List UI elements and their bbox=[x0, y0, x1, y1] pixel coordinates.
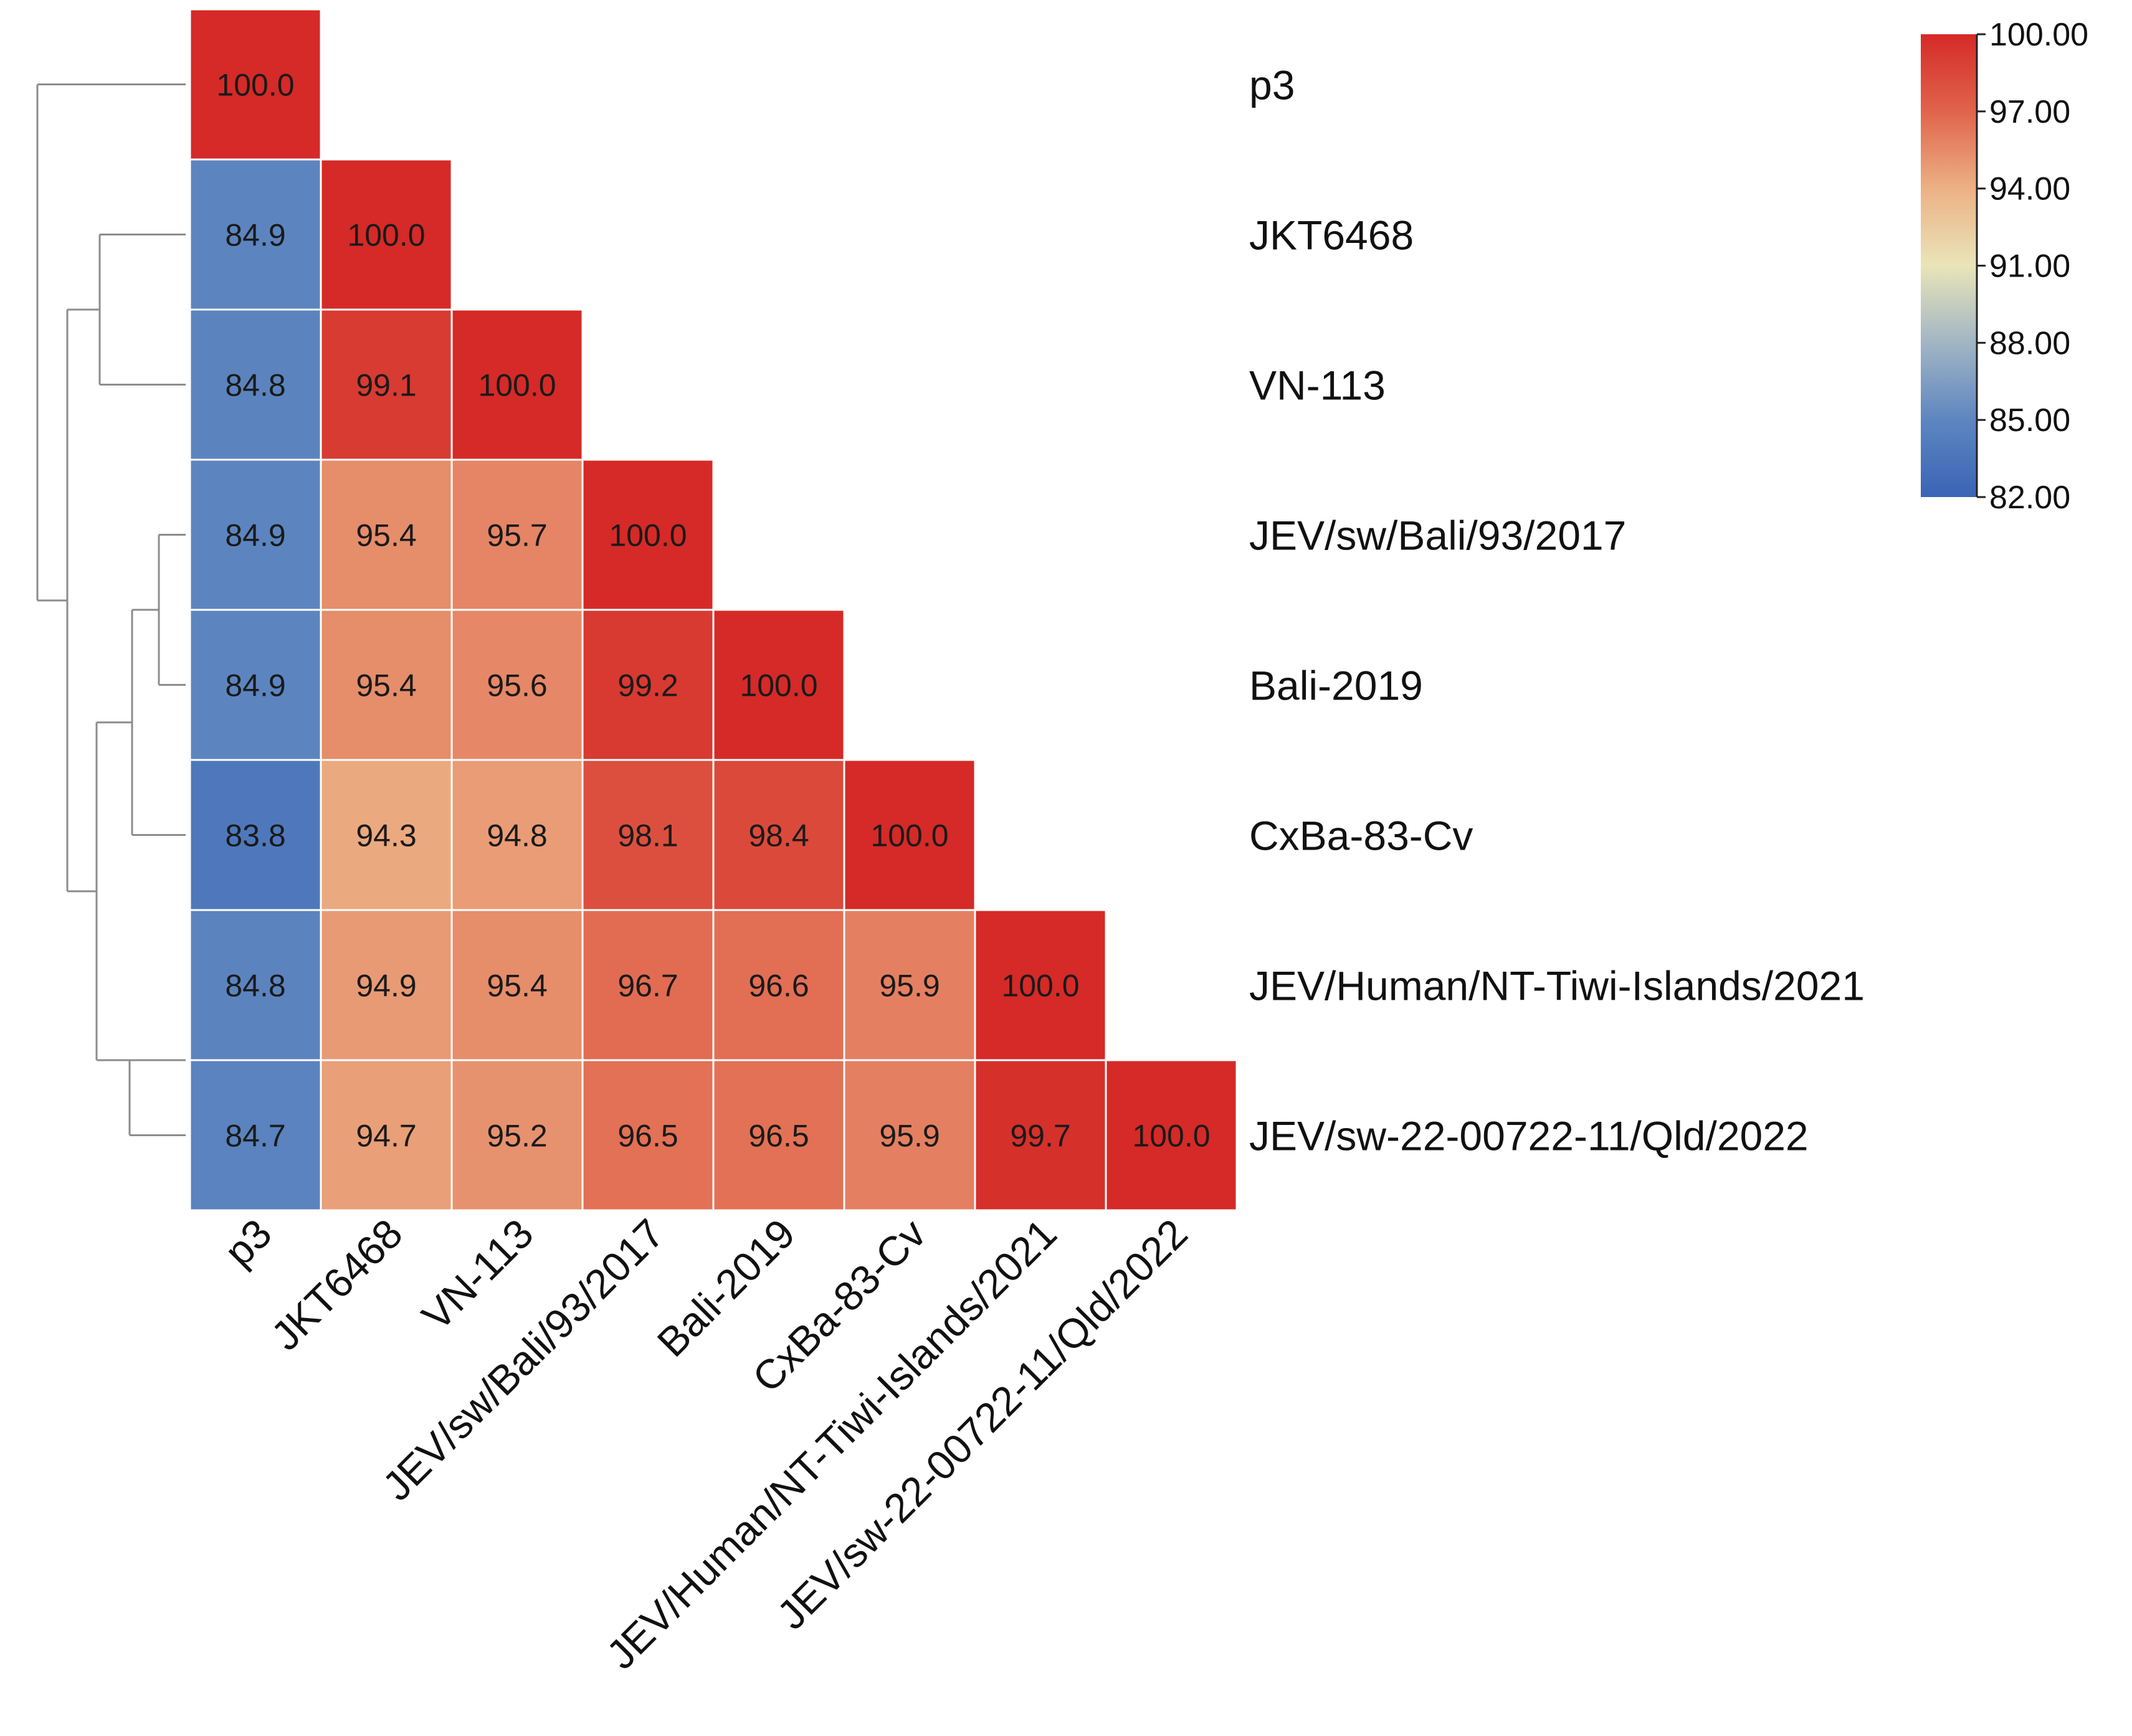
heatmap-cell bbox=[320, 158, 453, 311]
heatmap-cell bbox=[450, 1059, 584, 1212]
heatmap-cell bbox=[189, 8, 322, 161]
cell-value: 95.9 bbox=[879, 1119, 940, 1154]
colorbar-tick-label: 91.00 bbox=[1989, 249, 2070, 285]
heatmap-cell bbox=[189, 1059, 322, 1212]
cell-value: 98.1 bbox=[617, 818, 678, 853]
heatmap-cell bbox=[712, 759, 845, 911]
cell-value: 100.0 bbox=[347, 218, 425, 253]
heatmap-cell bbox=[581, 609, 715, 761]
cell-value: 100.0 bbox=[1132, 1119, 1210, 1154]
colorbar-tick-label: 100.00 bbox=[1989, 17, 2088, 53]
cell-value: 94.9 bbox=[356, 969, 416, 1003]
dendrogram bbox=[36, 83, 186, 1136]
heatmap-cell bbox=[974, 1059, 1107, 1212]
heatmap-cell bbox=[189, 759, 322, 911]
heatmap-cell bbox=[450, 458, 584, 611]
cell-value: 94.3 bbox=[356, 818, 416, 853]
cell-value: 95.7 bbox=[487, 518, 547, 553]
column-label-jkt6468: JKT6468 bbox=[262, 1210, 411, 1359]
heatmap-cell bbox=[843, 1059, 976, 1212]
colorbar-tick-label: 88.00 bbox=[1989, 325, 2070, 361]
cell-value: 100.0 bbox=[740, 668, 817, 703]
row-label-jev-human-nt-tiwi-islands-2021: JEV/Human/NT-Tiwi-Islands/2021 bbox=[1249, 963, 1865, 1009]
cell-value: 100.0 bbox=[1001, 969, 1079, 1003]
colorbar-tick-label: 82.00 bbox=[1989, 480, 2070, 516]
cell-value: 95.4 bbox=[356, 518, 416, 553]
colorbar-tick-label: 97.00 bbox=[1989, 94, 2070, 130]
heatmap-cells: 100.0 84.9 100.0 84.8 99.1 100.0 84.9 95.4 95.7 1… bbox=[189, 8, 1238, 1212]
heatmap-cell bbox=[581, 1059, 715, 1212]
cell-value: 96.5 bbox=[748, 1119, 809, 1154]
cell-value: 95.4 bbox=[356, 668, 416, 703]
heatmap-cell bbox=[320, 759, 453, 911]
cell-value: 94.8 bbox=[487, 818, 547, 853]
cell-value: 96.7 bbox=[617, 969, 678, 1003]
heatmap-cell bbox=[712, 909, 845, 1061]
cell-value: 100.0 bbox=[609, 518, 687, 553]
heatmap-cell bbox=[320, 308, 453, 461]
cell-value: 95.4 bbox=[487, 969, 547, 1003]
heatmap-cell bbox=[450, 609, 584, 761]
cell-value: 96.5 bbox=[617, 1119, 678, 1154]
heatmap-cell bbox=[320, 609, 453, 761]
cell-value: 95.9 bbox=[879, 969, 940, 1003]
colorbar-tick-label: 85.00 bbox=[1989, 402, 2070, 439]
cell-value: 98.4 bbox=[748, 818, 809, 853]
cell-value: 100.0 bbox=[216, 68, 294, 103]
cell-value: 83.8 bbox=[225, 818, 285, 853]
cell-value: 99.2 bbox=[617, 668, 678, 703]
cell-value: 84.8 bbox=[225, 969, 285, 1003]
column-label-vn-113: VN-113 bbox=[413, 1210, 542, 1339]
cell-value: 94.7 bbox=[356, 1119, 416, 1154]
heatmap-cell bbox=[450, 909, 584, 1061]
cell-value: 84.9 bbox=[225, 668, 285, 703]
cell-value: 100.0 bbox=[870, 818, 948, 853]
cell-value: 95.2 bbox=[487, 1119, 547, 1154]
cell-value: 84.9 bbox=[225, 218, 285, 253]
column-label-p3: p3 bbox=[216, 1210, 280, 1275]
colorbar: 100.00 97.00 94.00 91.00 88.00 85.00 82.00 bbox=[1921, 17, 2088, 516]
row-label-jkt6468: JKT6468 bbox=[1249, 212, 1414, 259]
heatmap-cell bbox=[320, 1059, 453, 1212]
row-labels: p3 JKT6468 VN-113 JEV/sw/Bali/93/2017 Bali-2… bbox=[1249, 62, 1865, 1159]
row-label-vn-113: VN-113 bbox=[1249, 363, 1386, 409]
cell-value: 96.6 bbox=[748, 969, 809, 1003]
heatmap-cell bbox=[1105, 1059, 1238, 1212]
cell-value: 99.7 bbox=[1010, 1119, 1070, 1154]
heatmap-cell bbox=[320, 909, 453, 1061]
cell-value: 99.1 bbox=[356, 368, 416, 403]
heatmap-cell bbox=[450, 759, 584, 911]
row-label-p3: p3 bbox=[1249, 62, 1295, 108]
row-label-bali-2019: Bali-2019 bbox=[1249, 663, 1423, 709]
cell-value: 100.0 bbox=[478, 368, 556, 403]
row-label-jev-sw-22-00722-11-qld-2022: JEV/sw-22-00722-11/Qld/2022 bbox=[1249, 1113, 1809, 1159]
heatmap-cell bbox=[189, 909, 322, 1061]
heatmap-cell bbox=[320, 458, 453, 611]
heatmap-cell bbox=[189, 308, 322, 461]
heatmap-cell bbox=[712, 609, 845, 761]
cell-value: 95.6 bbox=[487, 668, 547, 703]
heatmap-cell bbox=[189, 609, 322, 761]
cell-value: 84.7 bbox=[225, 1119, 285, 1154]
row-label-jev-sw-bali-93-2017: JEV/sw/Bali/93/2017 bbox=[1249, 513, 1626, 559]
colorbar-tick-label: 94.00 bbox=[1989, 171, 2070, 207]
cell-value: 84.8 bbox=[225, 368, 285, 403]
row-label-cxba-83-cv: CxBa-83-Cv bbox=[1249, 813, 1473, 859]
cell-value: 84.9 bbox=[225, 518, 285, 553]
colorbar-gradient bbox=[1921, 34, 1977, 497]
